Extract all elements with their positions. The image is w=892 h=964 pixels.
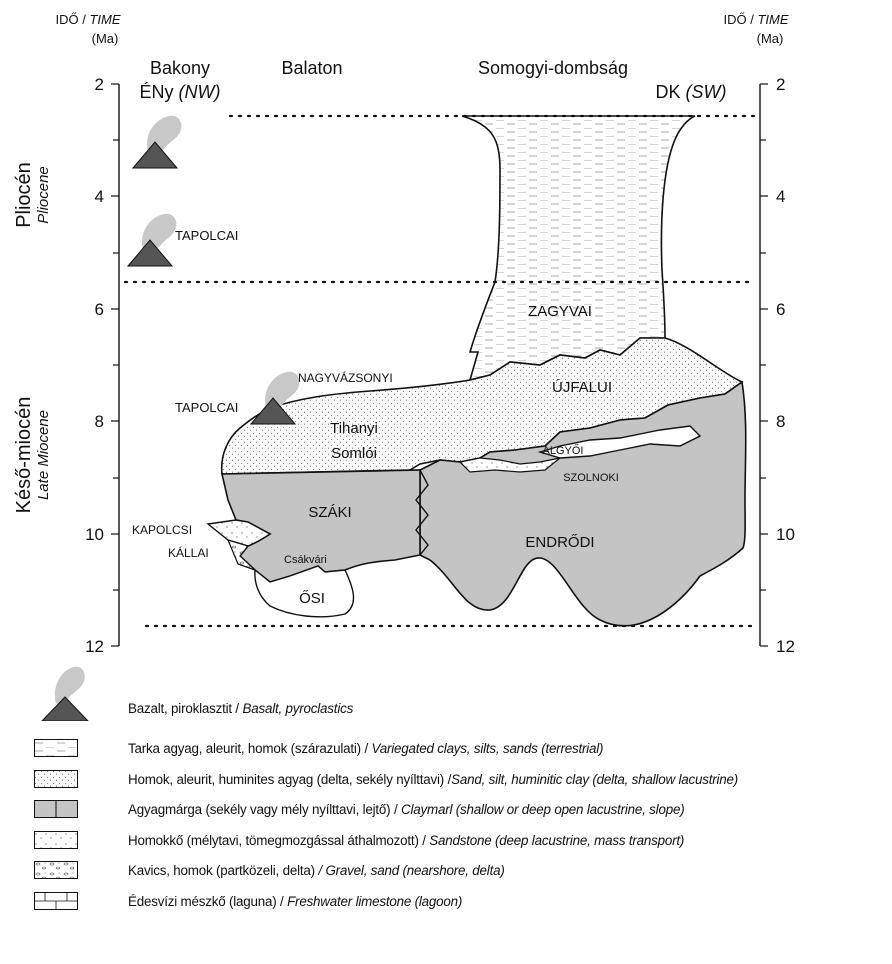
- tick-label: 10: [776, 525, 795, 544]
- epoch-late-miocene-hu: Késő-miocén: [13, 397, 35, 514]
- tick-label: 8: [776, 412, 785, 431]
- legend-text: Bazalt, piroklasztit / Basalt, pyroclast…: [128, 700, 354, 716]
- left-axis-title: IDŐ / TIME: [55, 12, 120, 27]
- gravel-icon: [34, 861, 78, 879]
- facies-boundary: [415, 469, 429, 556]
- label-kallai: KÁLLAI: [168, 545, 209, 560]
- label-tapolcai-lower: TAPOLCAI: [175, 400, 238, 415]
- algyoi-unit: [537, 425, 702, 459]
- region-nw: ÉNy (NW): [140, 82, 221, 102]
- tick-label: 4: [776, 187, 785, 206]
- label-nagyvazsonyi: NAGYVÁZSONYI: [298, 370, 393, 385]
- region-somogy: Somogyi-dombság: [478, 58, 628, 78]
- tick-label: 10: [85, 525, 104, 544]
- volcano-icon: [249, 371, 300, 425]
- epoch-pliocene-en: Pliocene: [35, 166, 52, 224]
- label-kapolcsi: KAPOLCSI: [132, 523, 192, 537]
- label-csakvari: Csákvári: [284, 554, 327, 566]
- sparse-dots-icon: [34, 831, 78, 849]
- legend-text: Homok, aleurit, huminites agyag (delta, …: [128, 771, 739, 787]
- label-somloi: Somlói: [331, 445, 377, 462]
- volcano-icon: [126, 213, 177, 267]
- label-szaki: SZÁKI: [308, 504, 351, 521]
- label-algyoi: ALGYŐI: [543, 443, 584, 457]
- tick-label: 2: [776, 75, 785, 94]
- region-balaton: Balaton: [281, 58, 342, 78]
- legend-text: Kavics, homok (partközeli, delta) / Grav…: [128, 862, 505, 878]
- osi-unit: [254, 565, 355, 618]
- dotted-pattern-icon: [34, 770, 78, 788]
- dashed-pattern-icon: [34, 739, 78, 757]
- left-axis-unit: (Ma): [92, 31, 119, 46]
- label-osi: ŐSI: [299, 590, 325, 607]
- label-zagyvai: ZAGYVAI: [528, 303, 592, 320]
- epoch-pliocene-hu: Pliocén: [13, 162, 35, 228]
- legend-text: Tarka agyag, aleurit, homok (szárazulati…: [128, 740, 604, 756]
- ujfalui-unit: [220, 337, 744, 475]
- legend-text: Homokkő (mélytavi, tömegmozgással áthalm…: [128, 832, 685, 848]
- right-time-axis: [759, 83, 768, 647]
- kallai-unit: [226, 539, 256, 571]
- legend-text: Édesvízi mészkő (laguna) / Freshwater li…: [128, 893, 463, 909]
- label-endrodi: ENDRŐDI: [525, 534, 594, 551]
- gray-fill-icon: [34, 800, 78, 818]
- label-tapolcai-upper: TAPOLCAI: [175, 228, 238, 243]
- volcano-icon: [41, 666, 89, 721]
- tick-label: 12: [776, 637, 795, 656]
- region-se: DK (SW): [656, 82, 727, 102]
- tick-label: 6: [95, 300, 104, 319]
- tick-label: 4: [95, 187, 104, 206]
- label-szolnoki: SZOLNOKI: [563, 472, 619, 484]
- region-bakony: Bakony: [150, 58, 210, 78]
- tick-label: 12: [85, 637, 104, 656]
- right-axis-title: IDŐ / TIME: [723, 12, 788, 27]
- left-time-axis: [111, 83, 120, 647]
- tick-label: 8: [95, 412, 104, 431]
- szolnoki-unit: [458, 457, 561, 473]
- brick-icon: [34, 892, 78, 910]
- tick-label: 6: [776, 300, 785, 319]
- tick-label: 2: [95, 75, 104, 94]
- volcano-icon: [131, 115, 182, 169]
- label-ujfalui: ÚJFALUI: [552, 379, 612, 396]
- legend-text: Agyagmárga (sekély vagy mély nyílttavi, …: [128, 801, 685, 817]
- right-axis-unit: (Ma): [757, 31, 784, 46]
- label-tihanyi: Tihanyi: [330, 420, 378, 437]
- epoch-late-miocene-en: Late Miocene: [35, 410, 52, 500]
